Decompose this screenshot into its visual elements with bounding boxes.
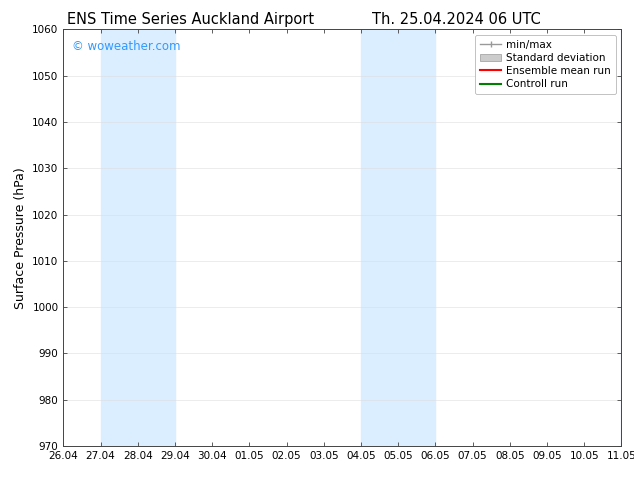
Bar <box>361 29 436 446</box>
Y-axis label: Surface Pressure (hPa): Surface Pressure (hPa) <box>14 167 27 309</box>
Bar <box>101 29 175 446</box>
Text: ENS Time Series Auckland Airport: ENS Time Series Auckland Airport <box>67 12 314 27</box>
Text: Th. 25.04.2024 06 UTC: Th. 25.04.2024 06 UTC <box>372 12 541 27</box>
Text: © woweather.com: © woweather.com <box>72 40 180 53</box>
Bar <box>621 29 634 446</box>
Legend: min/max, Standard deviation, Ensemble mean run, Controll run: min/max, Standard deviation, Ensemble me… <box>475 35 616 95</box>
